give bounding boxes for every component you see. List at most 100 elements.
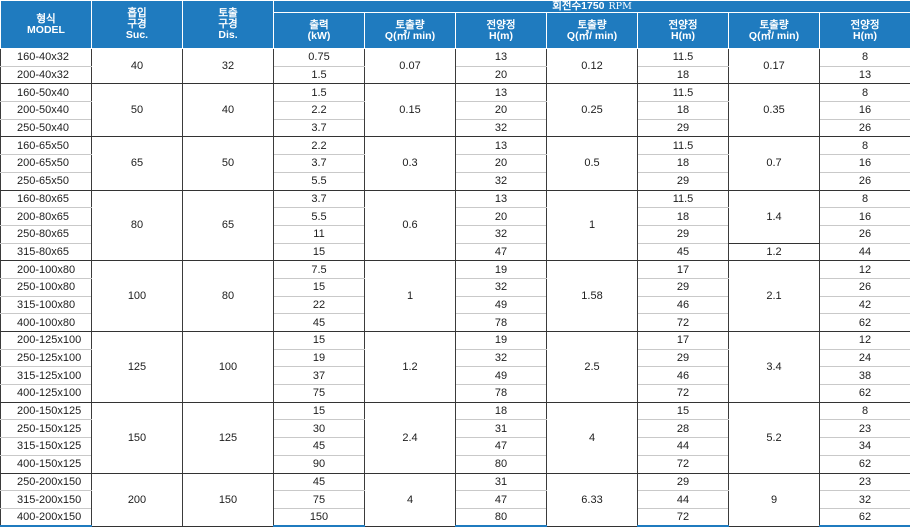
flow-cell-3: 0.7 [728,136,820,191]
output-cell: 22 [273,296,365,315]
output-header-label: 출력 (kW) [307,18,331,42]
head-cell-1: 13 [455,190,547,209]
head-cell-3: 12 [818,331,910,350]
head-cell-1: 32 [455,349,547,368]
model-cell: 400-100x80 [0,313,92,332]
flow-cell-3: 0.17 [728,48,820,85]
table-row: 200-65x50 3.7 20 18 16 [0,154,910,173]
head-header-label: 전양정 H(m) [850,18,880,42]
model-cell: 250-200x150 [0,473,92,492]
head-cell-2: 72 [637,455,729,474]
head-cell-1: 18 [455,402,547,421]
model-cell: 160-50x40 [0,83,92,103]
head-cell-3: 23 [818,419,910,439]
flow-cell-2: 1.58 [546,260,638,332]
head-cell-2: 18 [637,101,729,120]
output-cell: 5.5 [273,172,365,191]
head-cell-1: 31 [455,473,547,492]
head-cell-3: 26 [818,225,910,244]
rpm-title: 회전수1750 [552,0,605,12]
model-cell: 200-40x32 [0,66,92,85]
model-cell: 200-80x65 [0,207,92,226]
output-cell: 7.5 [273,260,365,279]
table-row: 250-200x150 200 150 45 4 31 6.33 29 9 23 [0,473,910,527]
suction-cell: 125 [91,331,183,403]
flow-cell-1: 1.2 [364,331,456,403]
head-cell-3: 13 [818,66,910,85]
head-cell-3: 26 [818,278,910,297]
model-cell: 200-125x100 [0,331,92,350]
head-cell-1: 19 [455,331,547,350]
head-cell-1: 20 [455,66,547,85]
table-row: 400-100x80 45 78 72 62 [0,313,910,332]
head-cell-1: 49 [455,296,547,315]
table-row: 250-65x50 5.5 32 29 26 [0,172,910,191]
head-cell-1: 80 [455,508,547,528]
output-cell: 3.7 [273,190,365,209]
model-cell: 160-40x32 [0,48,92,67]
head-cell-3: 16 [818,207,910,226]
head-cell-2: 11.5 [637,48,729,67]
head-cell-2: 15 [637,402,729,421]
output-cell: 15 [273,278,365,297]
table-row: 315-100x80 22 49 46 42 [0,296,910,315]
flow-cell-3: 3.4 [728,331,820,403]
table-row: 400-125x100 75 78 72 62 [0,384,910,403]
output-header: 출력 (kW) [273,12,365,49]
head-cell-3: 62 [818,508,910,528]
model-cell: 200-100x80 [0,260,92,279]
head-cell-3: 16 [818,101,910,120]
output-cell: 15 [273,402,365,421]
rpm-header: 회전수1750 RPM [272,0,910,13]
output-cell: 15 [273,243,365,262]
model-cell: 250-150x125 [0,419,92,439]
flow-header-label: 토출량 Q(㎥/ min) [748,18,800,42]
flow-cell-2: 0.12 [546,48,638,85]
head-cell-2: 29 [637,278,729,297]
model-cell: 250-65x50 [0,172,92,191]
flow-cell-3: 0.35 [728,83,820,138]
flow-cell-1: 0.15 [364,83,456,138]
model-cell: 250-80x65 [0,225,92,244]
output-cell: 2.2 [273,101,365,120]
flow-cell-2: 2.5 [546,331,638,403]
head-header-label: 전양정 H(m) [668,18,698,42]
suction-header: 흡입 구경 Suc. [91,0,183,49]
model-cell: 200-150x125 [0,402,92,421]
flow-cell-3: 1.4 [728,190,820,244]
head-cell-2: 46 [637,296,729,315]
table-row: 200-150x125 150 125 15 2.4 18 4 15 5.2 8 [0,402,910,474]
model-cell: 250-100x80 [0,278,92,297]
output-cell: 3.7 [273,119,365,138]
head-header-1: 전양정 H(m) [455,12,547,49]
table-row: 315-80x65 15 47 45 1.2 44 [0,243,910,262]
head-cell-2: 17 [637,331,729,350]
head-cell-2: 11.5 [637,136,729,156]
output-cell: 5.5 [273,207,365,226]
flow-cell-2: 0.25 [546,83,638,138]
flow-header-label: 토출량 Q(㎥/ min) [566,18,618,42]
flow-cell-1: 0.3 [364,136,456,191]
output-cell: 19 [273,349,365,368]
head-cell-3: 24 [818,349,910,368]
discharge-cell: 80 [182,260,274,332]
output-cell: 3.7 [273,154,365,173]
head-header-2: 전양정 H(m) [637,12,729,49]
spec-table-body: 160-40x32 40 32 0.75 0.07 13 0.12 11.5 0.17 8 200-… [0,48,910,528]
head-cell-3: 16 [818,154,910,173]
model-cell: 315-100x80 [0,296,92,315]
head-cell-2: 29 [637,225,729,244]
table-row: 315-200x150 75 47 44 32 [0,490,910,509]
table-row: 250-150x125 30 31 28 23 [0,419,910,439]
output-cell: 45 [273,313,365,332]
head-header-label: 전양정 H(m) [486,18,516,42]
head-cell-2: 29 [637,172,729,191]
suction-cell: 200 [91,473,183,527]
model-cell: 315-150x125 [0,437,92,456]
head-cell-2: 28 [637,419,729,439]
discharge-cell: 100 [182,331,274,403]
head-cell-1: 13 [455,136,547,156]
output-cell: 11 [273,225,365,244]
output-cell: 2.2 [273,136,365,156]
